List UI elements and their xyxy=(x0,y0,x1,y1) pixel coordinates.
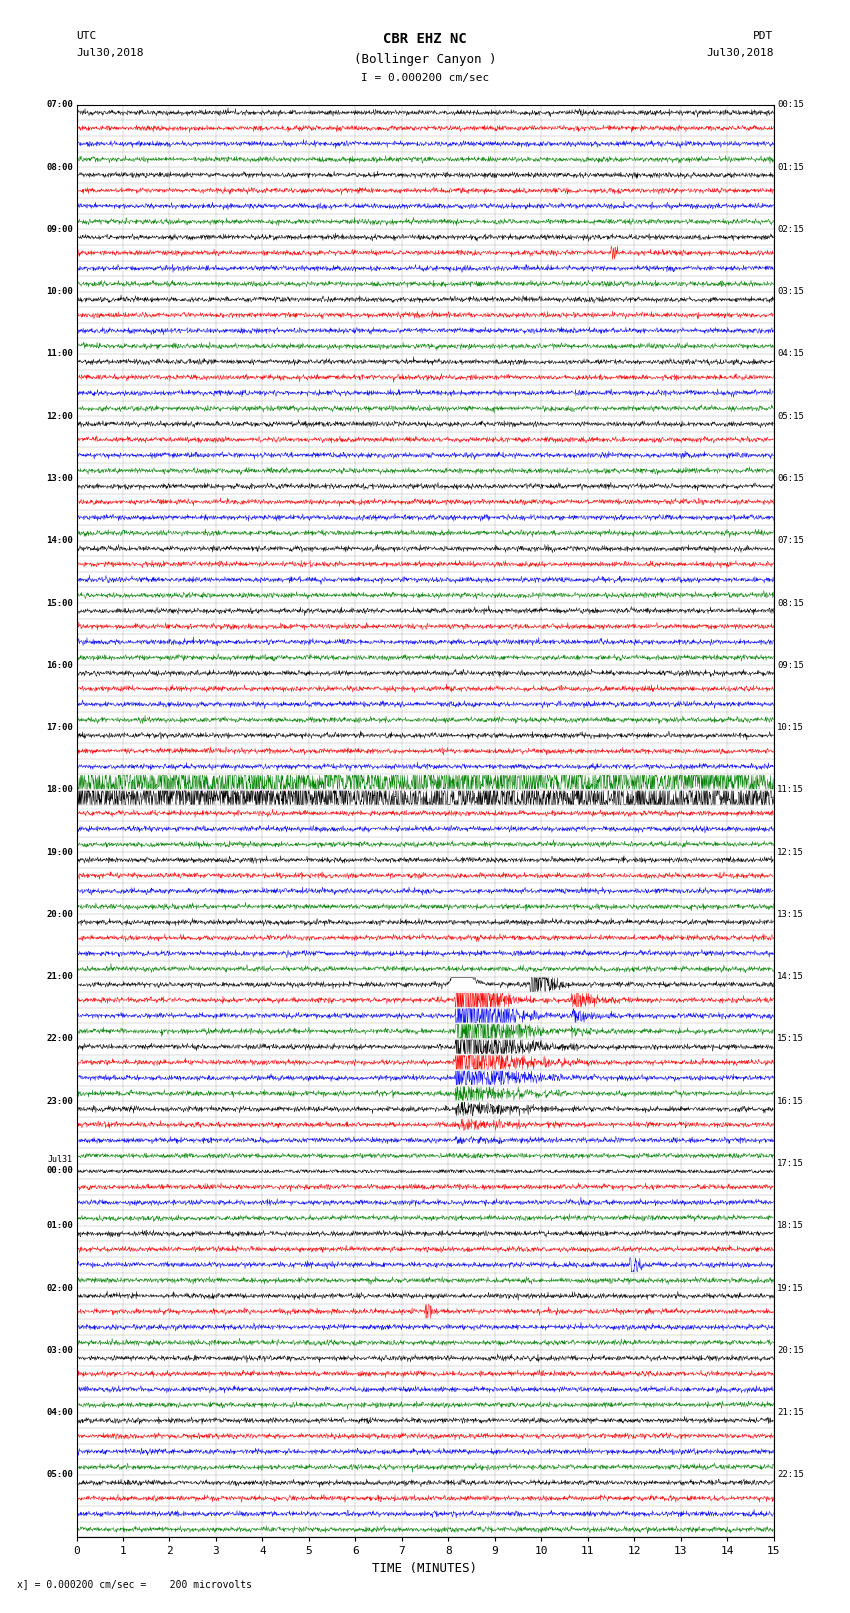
Text: 17:00: 17:00 xyxy=(46,723,73,732)
Text: 08:00: 08:00 xyxy=(46,163,73,171)
Text: 05:00: 05:00 xyxy=(46,1471,73,1479)
Text: 22:15: 22:15 xyxy=(777,1471,804,1479)
Text: 00:00: 00:00 xyxy=(46,1166,73,1176)
Text: 04:15: 04:15 xyxy=(777,350,804,358)
Text: 20:15: 20:15 xyxy=(777,1345,804,1355)
Text: 21:15: 21:15 xyxy=(777,1408,804,1418)
Text: 17:15: 17:15 xyxy=(777,1160,804,1168)
Text: 09:15: 09:15 xyxy=(777,661,804,669)
Text: Jul30,2018: Jul30,2018 xyxy=(76,48,144,58)
Text: CBR EHZ NC: CBR EHZ NC xyxy=(383,32,467,47)
Text: 11:00: 11:00 xyxy=(46,350,73,358)
Text: 10:00: 10:00 xyxy=(46,287,73,297)
Text: 05:15: 05:15 xyxy=(777,411,804,421)
Text: 19:00: 19:00 xyxy=(46,848,73,857)
Text: Jul30,2018: Jul30,2018 xyxy=(706,48,774,58)
Text: 06:15: 06:15 xyxy=(777,474,804,482)
Text: 03:15: 03:15 xyxy=(777,287,804,297)
Text: 15:00: 15:00 xyxy=(46,598,73,608)
Text: 01:00: 01:00 xyxy=(46,1221,73,1231)
Text: 16:00: 16:00 xyxy=(46,661,73,669)
Text: 02:15: 02:15 xyxy=(777,224,804,234)
Text: 01:15: 01:15 xyxy=(777,163,804,171)
Text: 12:00: 12:00 xyxy=(46,411,73,421)
Text: 13:15: 13:15 xyxy=(777,910,804,919)
Text: 18:00: 18:00 xyxy=(46,786,73,794)
Text: Jul31: Jul31 xyxy=(48,1155,73,1163)
Text: 19:15: 19:15 xyxy=(777,1284,804,1292)
Text: 10:15: 10:15 xyxy=(777,723,804,732)
Text: 16:15: 16:15 xyxy=(777,1097,804,1107)
Text: 18:15: 18:15 xyxy=(777,1221,804,1231)
Text: x] = 0.000200 cm/sec =    200 microvolts: x] = 0.000200 cm/sec = 200 microvolts xyxy=(17,1579,252,1589)
Text: 21:00: 21:00 xyxy=(46,973,73,981)
Text: 07:15: 07:15 xyxy=(777,536,804,545)
Text: 11:15: 11:15 xyxy=(777,786,804,794)
Text: PDT: PDT xyxy=(753,31,774,40)
Text: 13:00: 13:00 xyxy=(46,474,73,482)
Text: 09:00: 09:00 xyxy=(46,224,73,234)
Text: 14:15: 14:15 xyxy=(777,973,804,981)
Text: 08:15: 08:15 xyxy=(777,598,804,608)
Text: 00:15: 00:15 xyxy=(777,100,804,110)
Text: UTC: UTC xyxy=(76,31,97,40)
Text: 03:00: 03:00 xyxy=(46,1345,73,1355)
Text: 14:00: 14:00 xyxy=(46,536,73,545)
Text: (Bollinger Canyon ): (Bollinger Canyon ) xyxy=(354,53,496,66)
Text: I = 0.000200 cm/sec: I = 0.000200 cm/sec xyxy=(361,73,489,82)
Text: 12:15: 12:15 xyxy=(777,848,804,857)
Text: 07:00: 07:00 xyxy=(46,100,73,110)
Text: 22:00: 22:00 xyxy=(46,1034,73,1044)
Text: 02:00: 02:00 xyxy=(46,1284,73,1292)
Text: 23:00: 23:00 xyxy=(46,1097,73,1107)
Text: 04:00: 04:00 xyxy=(46,1408,73,1418)
Text: 15:15: 15:15 xyxy=(777,1034,804,1044)
X-axis label: TIME (MINUTES): TIME (MINUTES) xyxy=(372,1561,478,1574)
Text: 20:00: 20:00 xyxy=(46,910,73,919)
